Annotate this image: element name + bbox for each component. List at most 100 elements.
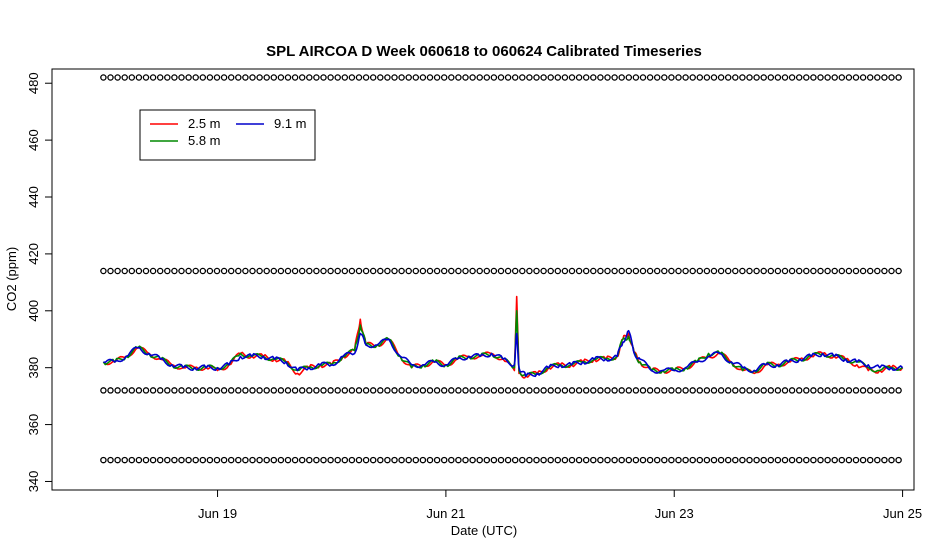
calibration-point bbox=[220, 387, 228, 394]
calibration-point bbox=[469, 456, 476, 464]
calibration-point bbox=[199, 387, 207, 394]
calibration-point bbox=[781, 267, 789, 275]
calibration-point bbox=[575, 74, 583, 81]
calibration-markers bbox=[100, 74, 902, 464]
calibration-point bbox=[724, 74, 732, 81]
calibration-point bbox=[313, 387, 320, 394]
calibration-point bbox=[249, 74, 256, 81]
calibration-point bbox=[511, 74, 519, 81]
calibration-point bbox=[590, 74, 597, 81]
calibration-point bbox=[369, 267, 377, 275]
calibration-point bbox=[391, 74, 398, 81]
legend-box bbox=[139, 109, 316, 161]
calibration-point bbox=[398, 456, 405, 464]
calibration-point bbox=[724, 456, 732, 464]
calibration-point bbox=[135, 387, 143, 394]
calibration-point bbox=[582, 74, 590, 81]
calibration-point bbox=[100, 387, 107, 394]
calibration-point bbox=[156, 387, 164, 394]
calibration-point bbox=[334, 387, 341, 394]
calibration-point bbox=[895, 267, 902, 275]
calibration-point bbox=[788, 387, 796, 394]
calibration-point bbox=[256, 74, 263, 81]
calibration-point bbox=[242, 267, 249, 275]
calibration-point bbox=[519, 267, 526, 275]
calibration-point bbox=[235, 74, 242, 81]
calibration-point bbox=[803, 387, 810, 394]
calibration-point bbox=[597, 387, 604, 394]
calibration-point bbox=[717, 456, 725, 464]
calibration-point bbox=[831, 267, 838, 275]
calibration-point bbox=[192, 387, 199, 394]
legend-label: 9.1 m bbox=[274, 116, 307, 131]
calibration-point bbox=[220, 74, 228, 81]
calibration-point bbox=[412, 267, 420, 275]
calibration-point bbox=[419, 74, 427, 81]
y-tick-label: 360 bbox=[26, 414, 41, 436]
calibration-point bbox=[824, 387, 831, 394]
calibration-point bbox=[661, 74, 668, 81]
calibration-point bbox=[235, 387, 242, 394]
calibration-point bbox=[881, 456, 888, 464]
calibration-point bbox=[448, 74, 455, 81]
calibration-point bbox=[419, 456, 427, 464]
calibration-point bbox=[192, 74, 199, 81]
calibration-point bbox=[341, 74, 349, 81]
calibration-point bbox=[753, 74, 760, 81]
calibration-point bbox=[142, 74, 150, 81]
calibration-point bbox=[348, 456, 356, 464]
calibration-point bbox=[661, 456, 668, 464]
calibration-point bbox=[149, 387, 157, 394]
calibration-point bbox=[164, 74, 171, 81]
calibration-point bbox=[306, 456, 313, 464]
calibration-point bbox=[306, 74, 313, 81]
calibration-point bbox=[675, 456, 682, 464]
calibration-point bbox=[320, 74, 327, 81]
calibration-point bbox=[590, 267, 597, 275]
calibration-point bbox=[405, 74, 412, 81]
calibration-point bbox=[384, 267, 391, 275]
calibration-point bbox=[114, 267, 121, 275]
calibration-point bbox=[561, 267, 569, 275]
calibration-point bbox=[639, 267, 647, 275]
calibration-point bbox=[696, 387, 704, 394]
calibration-point bbox=[661, 267, 668, 275]
calibration-point bbox=[235, 456, 242, 464]
calibration-point bbox=[795, 74, 803, 81]
calibration-point bbox=[348, 267, 356, 275]
calibration-point bbox=[249, 387, 256, 394]
calibration-point bbox=[639, 74, 647, 81]
calibration-point bbox=[852, 456, 860, 464]
calibration-point bbox=[263, 387, 270, 394]
calibration-point bbox=[448, 267, 455, 275]
calibration-point bbox=[625, 387, 633, 394]
calibration-point bbox=[256, 267, 263, 275]
calibration-point bbox=[817, 456, 824, 464]
legend: 2.5 m 5.8 m 9.1 m bbox=[139, 109, 316, 161]
calibration-point bbox=[888, 74, 895, 81]
calibration-point bbox=[746, 387, 753, 394]
calibration-point bbox=[391, 387, 398, 394]
calibration-point bbox=[114, 456, 121, 464]
calibration-point bbox=[369, 74, 377, 81]
calibration-point bbox=[689, 456, 696, 464]
calibration-point bbox=[497, 456, 505, 464]
calibration-point bbox=[227, 74, 235, 81]
calibration-point bbox=[448, 387, 455, 394]
calibration-point bbox=[561, 387, 569, 394]
calibration-point bbox=[611, 387, 618, 394]
calibration-point bbox=[213, 74, 221, 81]
calibration-point bbox=[568, 387, 576, 394]
calibration-point bbox=[277, 456, 285, 464]
calibration-point bbox=[739, 267, 746, 275]
x-tick-label: Jun 19 bbox=[198, 506, 237, 521]
calibration-point bbox=[171, 74, 178, 81]
calibration-point bbox=[533, 456, 540, 464]
calibration-point bbox=[313, 74, 320, 81]
calibration-point bbox=[774, 74, 782, 81]
calibration-point bbox=[469, 387, 476, 394]
calibration-point bbox=[717, 74, 725, 81]
calibration-point bbox=[810, 267, 817, 275]
calibration-point bbox=[171, 387, 178, 394]
calibration-point bbox=[426, 74, 434, 81]
